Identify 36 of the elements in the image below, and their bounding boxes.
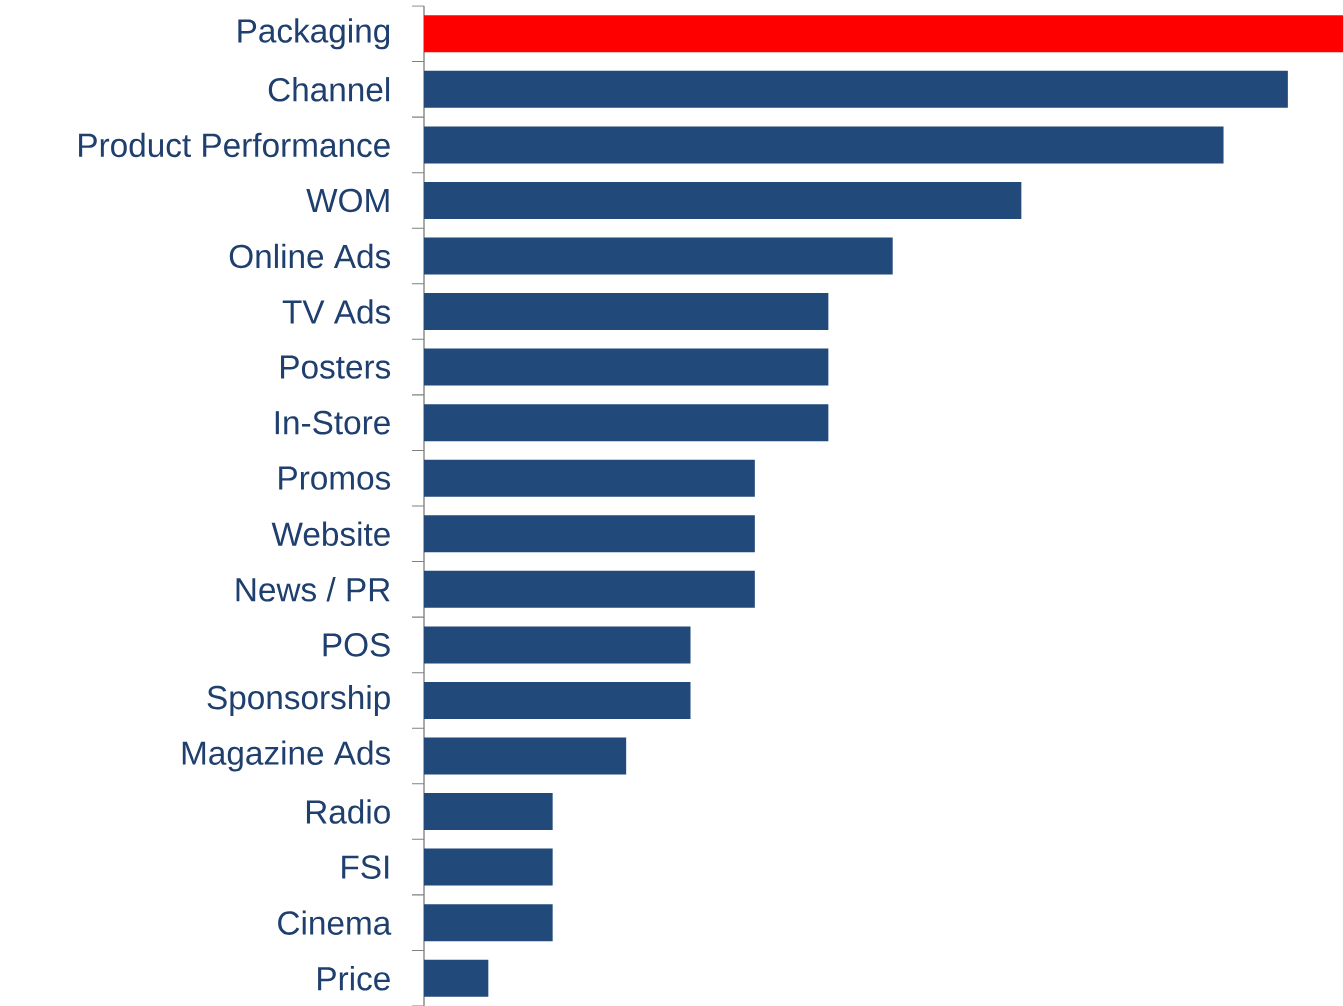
bar bbox=[424, 15, 1343, 53]
bar bbox=[424, 237, 893, 275]
y-tick-label: Magazine Ads bbox=[182, 740, 391, 772]
y-tick-label: In-Store bbox=[275, 410, 390, 435]
y-tick-label: Packaging bbox=[238, 18, 390, 50]
bar bbox=[424, 904, 553, 942]
bar bbox=[424, 459, 755, 497]
bar bbox=[424, 570, 755, 608]
y-tick-label: Radio bbox=[306, 799, 390, 824]
y-tick-label: Posters bbox=[281, 355, 391, 379]
bar bbox=[424, 681, 691, 719]
bar bbox=[424, 793, 553, 831]
bar bbox=[424, 737, 627, 775]
bar bbox=[424, 70, 1288, 108]
y-tick-label: Sponsorship bbox=[207, 684, 390, 716]
y-tick-label: Price bbox=[318, 965, 390, 991]
bar bbox=[424, 348, 829, 386]
y-tick-label: Cinema bbox=[278, 910, 392, 935]
bar bbox=[424, 404, 829, 442]
bar bbox=[424, 626, 691, 664]
y-tick-label: Online Ads bbox=[229, 243, 391, 269]
bar bbox=[424, 848, 553, 886]
y-tick-label: Product Performance bbox=[79, 132, 390, 158]
bar bbox=[424, 293, 829, 331]
bar bbox=[424, 181, 1022, 219]
bar bbox=[424, 959, 489, 997]
bar bbox=[424, 126, 1224, 164]
y-tick-label: Website bbox=[271, 521, 390, 547]
y-tick-label: News / PR bbox=[236, 577, 390, 602]
y-tick-label: Promos bbox=[279, 466, 391, 490]
y-tick-label: TV Ads bbox=[282, 299, 391, 324]
y-tick-label: Channel bbox=[268, 77, 390, 102]
y-tick-label: WOM bbox=[306, 188, 389, 213]
y-tick-label: POS bbox=[323, 633, 390, 657]
y-tick-label: FSI bbox=[342, 855, 389, 879]
bar bbox=[424, 515, 755, 553]
